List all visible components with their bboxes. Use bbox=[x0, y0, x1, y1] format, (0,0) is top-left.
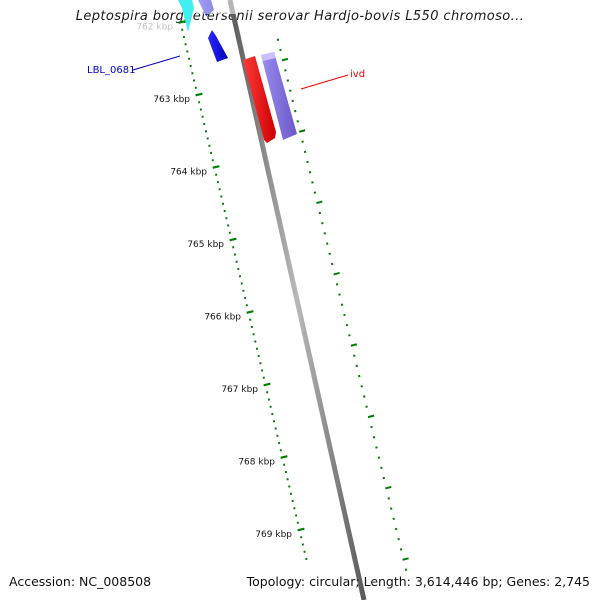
ruler-label: 763 kbp bbox=[153, 95, 190, 105]
outer-ruler-major-tick bbox=[298, 129, 306, 133]
outer-ruler-minor-tick bbox=[357, 374, 361, 378]
ruler-label: 768 kbp bbox=[238, 458, 275, 468]
outer-ruler-minor-tick bbox=[293, 109, 297, 113]
outer-ruler-minor-tick bbox=[370, 425, 373, 429]
gene-label-lbl-0681[interactable]: LBL_0681 bbox=[87, 65, 135, 76]
outer-ruler-major-tick bbox=[316, 200, 323, 205]
outer-ruler-minor-tick bbox=[328, 252, 331, 256]
outer-ruler-minor-tick bbox=[392, 517, 395, 521]
outer-ruler-minor-tick bbox=[311, 181, 314, 184]
outer-ruler-minor-tick bbox=[375, 446, 378, 449]
outer-ruler-minor-tick bbox=[340, 303, 344, 306]
ruler-major-tick bbox=[178, 20, 186, 24]
outer-ruler-major-tick bbox=[402, 557, 409, 561]
outer-ruler-major-tick bbox=[367, 414, 375, 419]
outer-ruler-minor-tick bbox=[362, 395, 366, 398]
outer-ruler-minor-tick bbox=[276, 38, 280, 41]
outer-ruler-minor-tick bbox=[325, 242, 329, 245]
outer-ruler-minor-tick bbox=[323, 232, 327, 235]
outer-ruler-minor-tick bbox=[387, 497, 391, 500]
outer-ruler-minor-tick bbox=[389, 507, 393, 510]
ruler-major-tick bbox=[195, 92, 203, 97]
outer-ruler-minor-tick bbox=[377, 456, 381, 459]
outer-ruler-minor-tick bbox=[348, 334, 351, 337]
outer-ruler-minor-tick bbox=[296, 120, 299, 123]
ruler-label: 766 kbp bbox=[204, 313, 241, 323]
outer-ruler-minor-tick bbox=[313, 191, 317, 194]
outer-ruler-minor-tick bbox=[279, 48, 282, 52]
gene-label-ivd[interactable]: ivd bbox=[350, 69, 365, 80]
outer-ruler-major-tick bbox=[281, 57, 289, 62]
outer-ruler-minor-tick bbox=[284, 69, 287, 72]
outer-ruler-minor-tick bbox=[399, 548, 403, 551]
inner-ruler: 762 kbp 763 kbp 764 kbp 765 kbp 766 kbp 767 k… bbox=[136, 20, 308, 561]
outer-ruler-minor-tick bbox=[404, 568, 408, 571]
outer-ruler-minor-tick bbox=[360, 385, 363, 388]
leader-line-ivd bbox=[300, 74, 349, 90]
outer-ruler-minor-tick bbox=[301, 140, 304, 143]
outer-ruler-major-tick bbox=[385, 485, 392, 490]
outer-ruler-minor-tick bbox=[286, 79, 290, 82]
outer-ruler-minor-tick bbox=[291, 99, 295, 103]
ruler-label: 765 kbp bbox=[187, 240, 224, 250]
outer-ruler-minor-tick bbox=[372, 436, 376, 439]
accession-text: Accession: NC_008508 bbox=[9, 574, 152, 589]
topology-summary: Topology: circular; Length: 3,614,446 bp… bbox=[246, 574, 590, 589]
outer-ruler-minor-tick bbox=[355, 364, 359, 368]
outer-ruler-minor-tick bbox=[353, 354, 356, 357]
outer-ruler-minor-tick bbox=[397, 537, 400, 541]
ruler-major-tick bbox=[246, 310, 254, 314]
outer-ruler bbox=[276, 38, 409, 571]
outer-ruler-minor-tick bbox=[382, 476, 386, 480]
ruler-label: 764 kbp bbox=[170, 168, 207, 178]
outer-ruler-major-tick bbox=[350, 343, 358, 347]
ruler-label: 769 kbp bbox=[255, 530, 292, 540]
outer-ruler-minor-tick bbox=[330, 262, 334, 266]
ruler-label: 767 kbp bbox=[221, 385, 258, 395]
gene-ivd-partner[interactable] bbox=[261, 52, 297, 140]
outer-ruler-minor-tick bbox=[338, 293, 341, 296]
ruler-major-tick bbox=[263, 382, 271, 387]
outer-ruler-minor-tick bbox=[365, 405, 368, 408]
outer-ruler-minor-tick bbox=[335, 283, 339, 286]
gene-ivd[interactable] bbox=[243, 56, 276, 143]
leader-line-lbl-0681 bbox=[132, 55, 181, 71]
outer-ruler-major-tick bbox=[333, 271, 340, 276]
ruler-major-tick bbox=[297, 527, 305, 532]
ruler-label: 762 kbp bbox=[136, 23, 173, 33]
ruler-major-tick bbox=[212, 165, 220, 169]
outer-ruler-minor-tick bbox=[380, 466, 383, 470]
outer-ruler-minor-tick bbox=[394, 527, 398, 531]
top-fade bbox=[196, 0, 236, 14]
outer-ruler-minor-tick bbox=[306, 160, 309, 164]
outer-ruler-minor-tick bbox=[318, 211, 322, 215]
gene-cyan[interactable] bbox=[178, 0, 194, 32]
outer-ruler-minor-tick bbox=[303, 150, 307, 154]
ruler-major-tick bbox=[229, 237, 237, 242]
outer-ruler-minor-tick bbox=[343, 313, 346, 317]
outer-ruler-minor-tick bbox=[321, 221, 324, 225]
ruler-major-tick bbox=[280, 455, 288, 459]
chromosome-backbone bbox=[227, 0, 367, 600]
outer-ruler-minor-tick bbox=[345, 323, 349, 327]
outer-ruler-minor-tick bbox=[308, 171, 312, 174]
outer-ruler-minor-tick bbox=[289, 89, 292, 92]
